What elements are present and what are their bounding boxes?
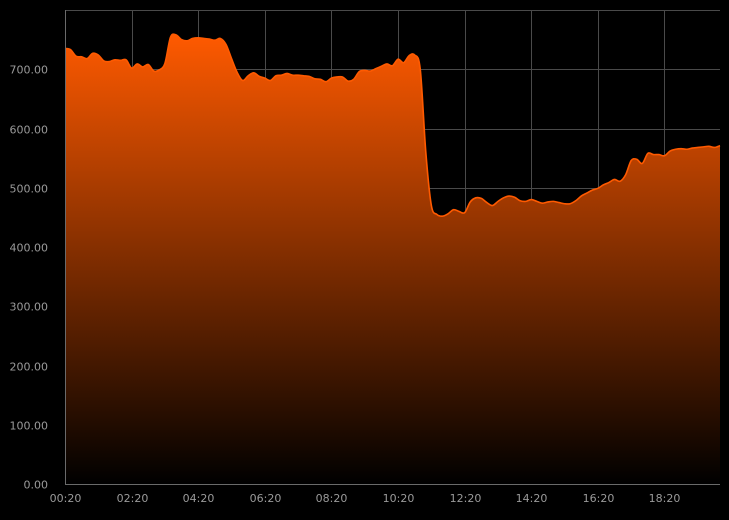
y-tick-label: 600.00 xyxy=(10,124,49,137)
axes xyxy=(65,10,720,485)
tick-labels: 0.00 100.00 200.00 300.00 400.00 500.00 600.00… xyxy=(10,64,681,506)
x-tick-label: 14:20 xyxy=(516,492,548,505)
x-tick-label: 06:20 xyxy=(250,492,282,505)
x-tick-label: 18:20 xyxy=(649,492,681,505)
x-tick-label: 00:20 xyxy=(50,492,82,505)
x-tick-label: 08:20 xyxy=(316,492,348,505)
y-tick-label: 100.00 xyxy=(10,420,49,433)
x-tick-label: 10:20 xyxy=(383,492,415,505)
x-tick-label: 16:20 xyxy=(583,492,615,505)
y-tick-label: 400.00 xyxy=(10,242,49,255)
y-tick-label: 700.00 xyxy=(10,64,49,77)
y-tick-label: 200.00 xyxy=(10,361,49,374)
area-fill xyxy=(65,34,720,484)
x-tick-label: 12:20 xyxy=(450,492,482,505)
plot-area xyxy=(64,33,721,484)
series-line xyxy=(64,33,721,218)
x-tick-label: 04:20 xyxy=(183,492,215,505)
y-tick-label: 500.00 xyxy=(10,183,49,196)
y-tick-label: 0.00 xyxy=(24,479,49,492)
y-tick-label: 300.00 xyxy=(10,301,49,314)
x-tick-label: 02:20 xyxy=(117,492,149,505)
